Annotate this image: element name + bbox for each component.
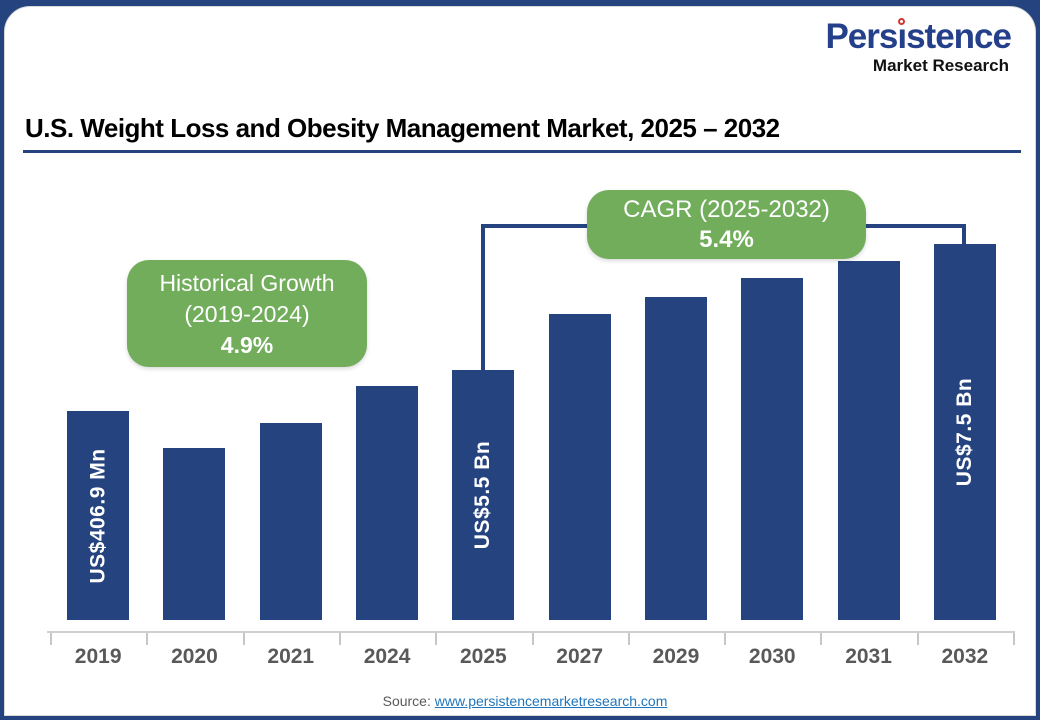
bar-2030 [741, 278, 804, 620]
x-axis-label-2020: 2020 [171, 645, 218, 668]
source-link[interactable]: www.persistencemarketresearch.com [434, 693, 668, 709]
pmr-logo-subtitle: Market Research [872, 56, 1009, 75]
cagr-connector-right-vertical [962, 224, 966, 246]
x-axis-tick [146, 631, 149, 645]
x-axis-tick [531, 631, 534, 645]
x-axis-tick [916, 631, 919, 645]
cagr-connector-left-vertical [481, 224, 485, 383]
title-underline [23, 150, 1021, 153]
x-axis-tick [338, 631, 341, 645]
x-axis-label-2032: 2032 [941, 645, 989, 668]
cagr-connector-left-horizontal [481, 224, 591, 228]
x-axis-line [47, 631, 1015, 633]
x-axis-tick [1013, 631, 1015, 645]
logo-text-pre: Pers [825, 17, 898, 56]
x-axis-label-2021: 2021 [267, 645, 315, 668]
x-axis-label-2024: 2024 [363, 645, 411, 668]
source-line: Source: www.persistencemarketresearch.co… [5, 693, 1040, 709]
bar-value-label-2025: US$5.5 Bn [471, 440, 495, 550]
bar-2021 [259, 423, 322, 620]
cagr-value: 5.4% [699, 226, 754, 253]
bar-2032: US$7.5 Bn [933, 244, 996, 620]
x-axis-label-2030: 2030 [748, 645, 796, 668]
pmr-logo-wordmark: Persı stence [825, 17, 1012, 56]
source-label: Source: [382, 693, 435, 709]
x-axis-tick [724, 631, 727, 645]
bar-2020 [163, 448, 226, 620]
x-axis-tick [627, 631, 630, 645]
logo-dotted-i-icon: ı [897, 17, 907, 56]
bar-value-label-2019: US$406.9 Mn [86, 447, 110, 584]
cagr-callout: CAGR (2025-2032) 5.4% [587, 190, 866, 259]
historical-growth-callout: Historical Growth (2019-2024) 4.9% [127, 260, 367, 367]
bar-2024 [356, 386, 419, 620]
x-axis-tick [242, 631, 245, 645]
x-axis-tick [435, 631, 438, 645]
cagr-connector-right-horizontal [863, 224, 966, 228]
x-axis-label-2027: 2027 [556, 645, 603, 668]
x-axis-tick [50, 631, 52, 645]
pmr-logo: Persı stence Market Research [825, 17, 1012, 75]
bar-2029 [644, 297, 707, 620]
bar-2031 [837, 261, 900, 620]
historical-growth-line2: (2019-2024) [184, 301, 310, 327]
bar-2027 [548, 314, 611, 620]
bar-2019: US$406.9 Mn [67, 411, 130, 620]
bar-2025: US$5.5 Bn [452, 370, 515, 620]
x-axis-label-2025: 2025 [459, 645, 507, 668]
arrow-down-icon [957, 245, 971, 256]
x-axis-label-2019: 2019 [74, 645, 122, 668]
bar-value-label-2032: US$7.5 Bn [952, 377, 976, 487]
chart-card: Persı stence Market Research U.S. Weight … [4, 6, 1036, 716]
x-axis-label-2029: 2029 [652, 645, 700, 668]
logo-text-post: stence [906, 17, 1012, 56]
page-title: U.S. Weight Loss and Obesity Management … [25, 113, 780, 143]
historical-growth-value: 4.9% [220, 332, 274, 358]
cagr-line1: CAGR (2025-2032) [623, 196, 830, 223]
x-axis-label-2031: 2031 [845, 645, 892, 668]
historical-growth-line1: Historical Growth [159, 270, 335, 296]
x-axis-tick [820, 631, 823, 645]
